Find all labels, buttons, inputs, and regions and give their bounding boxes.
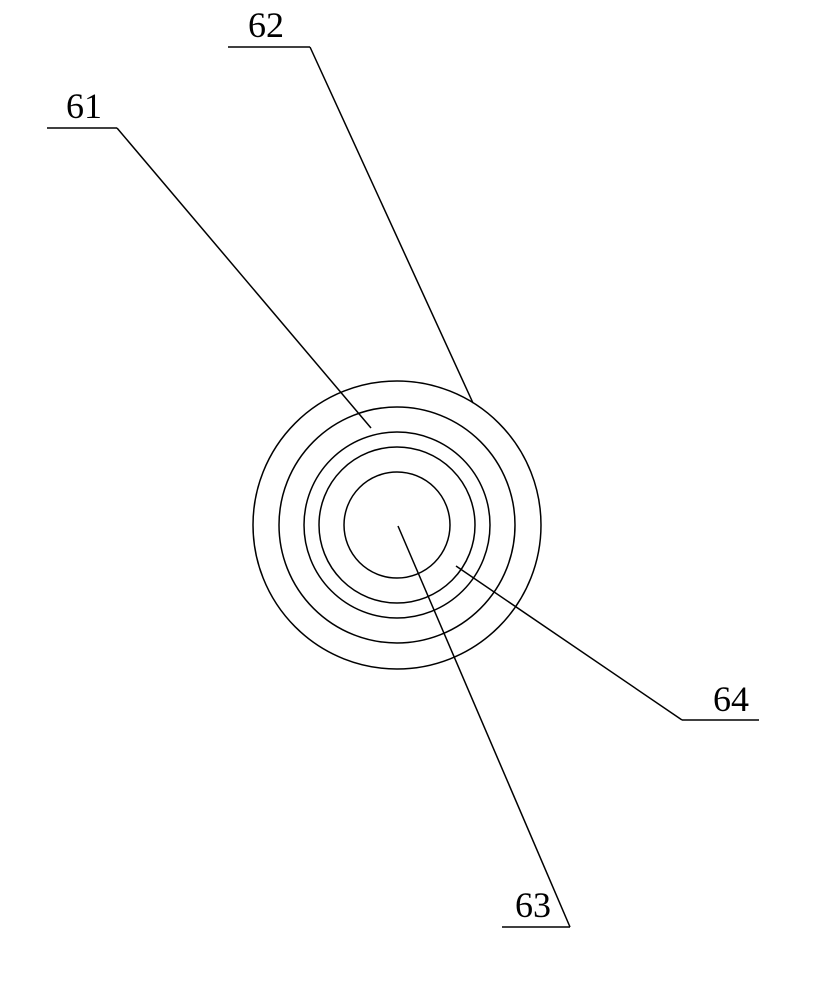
circle-outer bbox=[253, 381, 541, 669]
callout-leader-64 bbox=[456, 566, 682, 720]
circle-ring2 bbox=[279, 407, 515, 643]
callout-leader-63 bbox=[398, 526, 570, 927]
concentric-diagram: 61 62 63 64 bbox=[0, 0, 823, 1000]
callout-label-62: 62 bbox=[248, 5, 284, 45]
callout-leader-62 bbox=[310, 47, 473, 403]
circle-inner bbox=[344, 472, 450, 578]
callout-label-61: 61 bbox=[66, 86, 102, 126]
callout-label-63: 63 bbox=[515, 885, 551, 925]
circle-ring3 bbox=[304, 432, 490, 618]
callout-leader-61 bbox=[117, 128, 371, 428]
circle-ring4 bbox=[319, 447, 475, 603]
callout-label-64: 64 bbox=[713, 679, 749, 719]
